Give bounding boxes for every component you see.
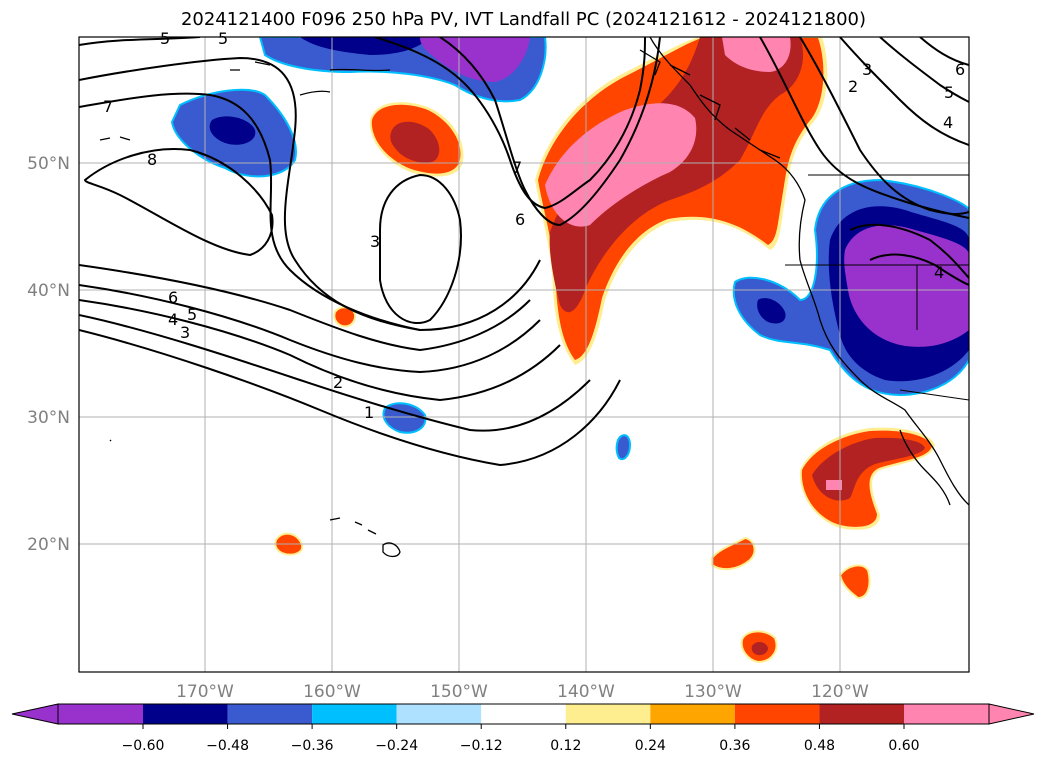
ivt-negative-core (757, 298, 786, 324)
lat-label: 40°N (27, 281, 70, 301)
lat-label: 20°N (27, 535, 70, 555)
colorbar-tick-label: 0.48 (804, 738, 835, 754)
ivt-negative-core (209, 116, 256, 145)
colorbar-segment (734, 704, 820, 724)
ivt-positive-core (390, 121, 440, 163)
colorbar-frame (57, 703, 990, 725)
ivt-positive-core (751, 642, 768, 656)
contour-label: 4 (943, 113, 953, 132)
contour-label: 3 (180, 323, 190, 342)
latitude-labels: 50°N 40°N 30°N 20°N (27, 154, 70, 555)
contour-label: 6 (955, 60, 965, 79)
map-gridlines (79, 37, 969, 672)
contour-label: 5 (218, 29, 228, 48)
colorbar-tick-label: −0.36 (291, 738, 334, 754)
colorbar-extend-low (11, 703, 59, 725)
ivt-negative-core (420, 37, 530, 82)
colorbar-tick-label: −0.48 (206, 738, 249, 754)
colorbar-segment (312, 704, 397, 724)
ivt-positive-blob (838, 564, 871, 600)
lat-label: 30°N (27, 408, 70, 428)
contour-label: 3 (370, 232, 380, 251)
lon-label: 140°W (557, 682, 615, 702)
colorbar-extend-high (988, 703, 1035, 725)
ivt-positive-river (549, 37, 804, 313)
lon-label: 170°W (176, 682, 234, 702)
contour-label: 8 (147, 150, 157, 169)
ivt-shading (170, 37, 969, 664)
contour-label: 2 (333, 373, 343, 392)
colorbar-segment (819, 704, 904, 724)
colorbar-tick-label: 0.60 (888, 738, 919, 754)
coastlines (99, 37, 969, 558)
colorbar-tick-label: 0.12 (550, 738, 581, 754)
colorbar-tick-label: −0.60 (122, 738, 165, 754)
colorbar-tick-label: −0.12 (460, 738, 503, 754)
contour-label: 5 (187, 305, 197, 324)
contour-label: 7 (103, 97, 113, 116)
contour-label: 3 (862, 60, 872, 79)
contour-label: 7 (512, 158, 522, 177)
contour-label: 4 (168, 310, 178, 329)
lon-label: 160°W (303, 682, 361, 702)
pv-contours (79, 37, 969, 467)
contour-label: 6 (168, 288, 178, 307)
lon-label: 150°W (430, 682, 488, 702)
contour-label: 5 (160, 29, 170, 48)
colorbar-segment (650, 704, 735, 724)
lon-label: 130°W (684, 682, 742, 702)
political-borders (785, 174, 969, 401)
colorbar: −0.60 −0.48 −0.36 −0.24 −0.12 0.12 0.24 0.36 0.4… (11, 703, 1035, 754)
ivt-positive-blob (711, 536, 756, 571)
colorbar-segment (481, 704, 566, 724)
colorbar-segment (396, 704, 482, 724)
contour-label: 4 (934, 263, 944, 282)
colorbar-segment (227, 704, 313, 724)
contour-label: 5 (944, 83, 954, 102)
ivt-negative-core (844, 225, 969, 347)
colorbar-tick-label: 0.36 (719, 738, 750, 754)
ivt-positive-core (545, 103, 697, 227)
ivt-negative-blob (615, 434, 632, 461)
contour-label: 1 (364, 403, 374, 422)
contour-label: 6 (515, 210, 525, 229)
colorbar-segment (904, 704, 989, 724)
lon-label: 120°W (811, 682, 869, 702)
ivt-positive-core (826, 480, 842, 490)
lat-label: 50°N (27, 154, 70, 174)
longitude-labels: 170°W 160°W 150°W 140°W 130°W 120°W (176, 682, 869, 702)
map-frame (78, 36, 970, 673)
pv-contour-labels: 5 5 7 8 6 5 4 3 2 1 3 7 6 2 3 6 5 4 4 (103, 29, 965, 422)
colorbar-segment (143, 704, 228, 724)
map-title: 2024121400 F096 250 hPa PV, IVT Landfall… (180, 9, 867, 30)
colorbar-tick-label: −0.24 (375, 738, 418, 754)
colorbar-segment (565, 704, 651, 724)
colorbar-segment (58, 704, 143, 724)
colorbar-tick-label: 0.24 (635, 738, 666, 754)
contour-label: 2 (848, 77, 858, 96)
